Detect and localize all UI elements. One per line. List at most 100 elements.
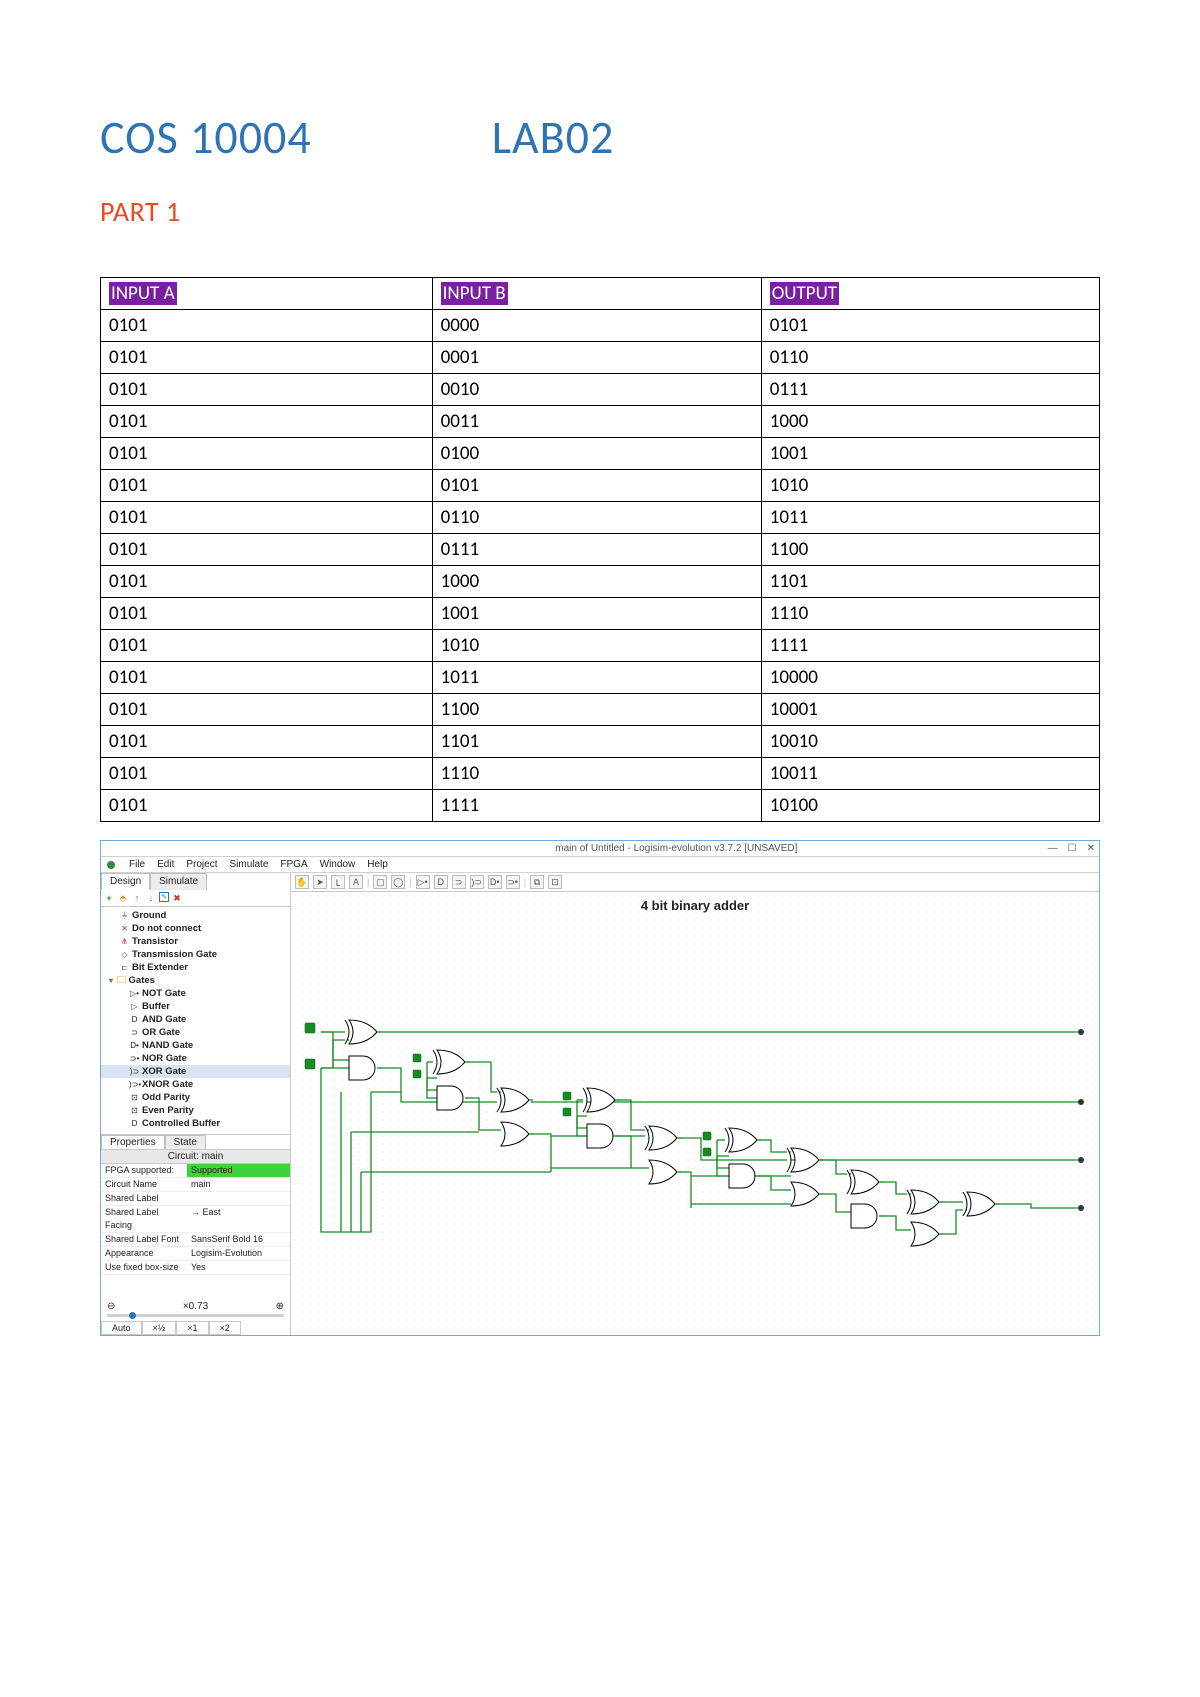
circuit-title: 4 bit binary adder [291, 898, 1099, 913]
add-icon[interactable]: + [103, 892, 115, 904]
table-row: 0101111010011 [101, 758, 1100, 790]
property-grid: FPGA supported:SupportedCircuit Namemain… [101, 1164, 290, 1275]
menu-bar: File Edit Project Simulate FPGA Window Help [101, 857, 1099, 873]
input-pin-icon[interactable]: ▢ [373, 875, 387, 889]
pointer-tool-icon[interactable]: ➤ [313, 875, 327, 889]
menu-project[interactable]: Project [186, 859, 217, 870]
zoom-preset[interactable]: ×½ [142, 1321, 177, 1335]
menu-window[interactable]: Window [320, 859, 356, 870]
tree-folder-gates[interactable]: ▾🗀Gates [101, 974, 290, 987]
tree-item[interactable]: ⊃•NOR Gate [101, 1052, 290, 1065]
prop-tab-state[interactable]: State [165, 1135, 206, 1149]
prop-tab-properties[interactable]: Properties [101, 1135, 165, 1149]
zoom-preset[interactable]: ×1 [176, 1321, 208, 1335]
tree-item[interactable]: D•NAND Gate [101, 1039, 290, 1052]
prop-key: Shared Label [101, 1192, 187, 1206]
folder-up-icon[interactable]: ⬘ [117, 892, 129, 904]
circuit-canvas[interactable]: 4 bit binary adder [291, 892, 1099, 1335]
text-tool-icon[interactable]: A [349, 875, 363, 889]
table-row: 0101110010001 [101, 694, 1100, 726]
prop-value[interactable]: → East [187, 1206, 290, 1233]
tree-item[interactable]: ⊃OR Gate [101, 1026, 290, 1039]
prop-value[interactable]: main [187, 1178, 290, 1192]
table-row: 0101110110010 [101, 726, 1100, 758]
minimize-icon[interactable]: — [1048, 843, 1058, 854]
menu-file[interactable]: File [129, 859, 145, 870]
title-row: COS 10004 LAB02 [100, 110, 1100, 166]
nand-gate-icon[interactable]: D• [488, 875, 502, 889]
window-titlebar: main of Untitled - Logisim-evolution v3.… [101, 841, 1099, 857]
left-tab-design[interactable]: Design [101, 873, 150, 890]
menu-help[interactable]: Help [367, 859, 388, 870]
table-row: 010101111100 [101, 534, 1100, 566]
tree-item[interactable]: ⊏Bit Extender [101, 961, 290, 974]
zoom-in-icon[interactable]: ⊕ [276, 1301, 284, 1312]
tree-item[interactable]: ⊡Even Parity [101, 1104, 290, 1117]
prop-key: Circuit Name [101, 1178, 187, 1192]
menu-edit[interactable]: Edit [157, 859, 174, 870]
logisim-window: main of Untitled - Logisim-evolution v3.… [100, 840, 1100, 1336]
tree-item[interactable]: )⊃•XNOR Gate [101, 1078, 290, 1091]
prop-value[interactable] [187, 1192, 290, 1206]
table-row: 010100100111 [101, 374, 1100, 406]
prop-value[interactable]: Yes [187, 1261, 290, 1275]
zoom-level: ×0.73 [183, 1301, 208, 1312]
table-row: 010110101111 [101, 630, 1100, 662]
tree-item[interactable]: DAND Gate [101, 1013, 290, 1026]
doc-title-right: LAB02 [492, 110, 615, 166]
zoom-preset[interactable]: Auto [101, 1321, 142, 1335]
mux-icon[interactable]: ⧉ [530, 875, 544, 889]
doc-title-left: COS 10004 [100, 110, 312, 166]
table-row: 0101101110000 [101, 662, 1100, 694]
prop-key: FPGA supported: [101, 1164, 187, 1178]
down-icon[interactable]: ↓ [145, 892, 157, 904]
or-gate-icon[interactable]: ⊃ [452, 875, 466, 889]
nor-gate-icon[interactable]: ⊃• [506, 875, 520, 889]
tree-item[interactable]: ▷•NOT Gate [101, 987, 290, 1000]
zoom-out-icon[interactable]: ⊖ [107, 1301, 115, 1312]
table-row: 010100111000 [101, 406, 1100, 438]
menu-fpga[interactable]: FPGA [280, 859, 307, 870]
output-pin-icon[interactable]: ◯ [391, 875, 405, 889]
circuit-diagram [291, 892, 1099, 1332]
prop-key: Appearance [101, 1247, 187, 1261]
tree-item[interactable]: ⋔Transistor [101, 935, 290, 948]
and-gate-icon[interactable]: D [434, 875, 448, 889]
left-tab-simulate[interactable]: Simulate [150, 873, 207, 890]
close-icon[interactable]: ✕ [1087, 843, 1095, 854]
toggle-icon[interactable]: ✎ [159, 892, 169, 902]
hand-tool-icon[interactable]: ✋ [295, 875, 309, 889]
tree-item[interactable]: ⊡Odd Parity [101, 1091, 290, 1104]
circuit-toolbar: ✋ ➤ Ⳑ A | ▢ ◯ | ▷• D ⊃ )⊃ D• ⊃• | ⧉ ⊡ [291, 873, 1099, 892]
wire-tool-icon[interactable]: Ⳑ [331, 875, 345, 889]
zoom-preset[interactable]: ×2 [209, 1321, 241, 1335]
tree-item[interactable]: ▷Buffer [101, 1000, 290, 1013]
maximize-icon[interactable]: ☐ [1068, 843, 1077, 854]
table-row: 010101001001 [101, 438, 1100, 470]
not-gate-icon[interactable]: ▷• [416, 875, 430, 889]
up-icon[interactable]: ↑ [131, 892, 143, 904]
tree-item[interactable]: ◇Transmission Gate [101, 948, 290, 961]
tree-item[interactable]: )⊃XOR Gate [101, 1065, 290, 1078]
table-header: INPUT B [432, 278, 761, 310]
table-row: 0101111110100 [101, 790, 1100, 822]
tree-item[interactable]: ✕Do not connect [101, 922, 290, 935]
tree-toolbar: + ⬘ ↑ ↓ ✎ ✖ [101, 890, 290, 907]
zoom-slider[interactable] [107, 1314, 284, 1317]
tree-item[interactable]: DControlled Buffer [101, 1117, 290, 1130]
left-tabs: DesignSimulate [101, 873, 290, 890]
prop-value[interactable]: Logisim-Evolution [187, 1247, 290, 1261]
register-icon[interactable]: ⊡ [548, 875, 562, 889]
prop-value[interactable]: Supported [187, 1164, 290, 1178]
prop-key: Use fixed box-size [101, 1261, 187, 1275]
table-header: INPUT A [101, 278, 433, 310]
prop-key: Shared Label Font [101, 1233, 187, 1247]
xor-gate-icon[interactable]: )⊃ [470, 875, 484, 889]
property-tabs: PropertiesState [101, 1135, 290, 1149]
component-tree: ⏚Ground✕Do not connect⋔Transistor◇Transm… [101, 907, 290, 1135]
delete-icon[interactable]: ✖ [171, 892, 183, 904]
tree-item[interactable]: ⏚Ground [101, 909, 290, 922]
prop-value[interactable]: SansSerif Bold 16 [187, 1233, 290, 1247]
table-row: 010101011010 [101, 470, 1100, 502]
menu-simulate[interactable]: Simulate [229, 859, 268, 870]
